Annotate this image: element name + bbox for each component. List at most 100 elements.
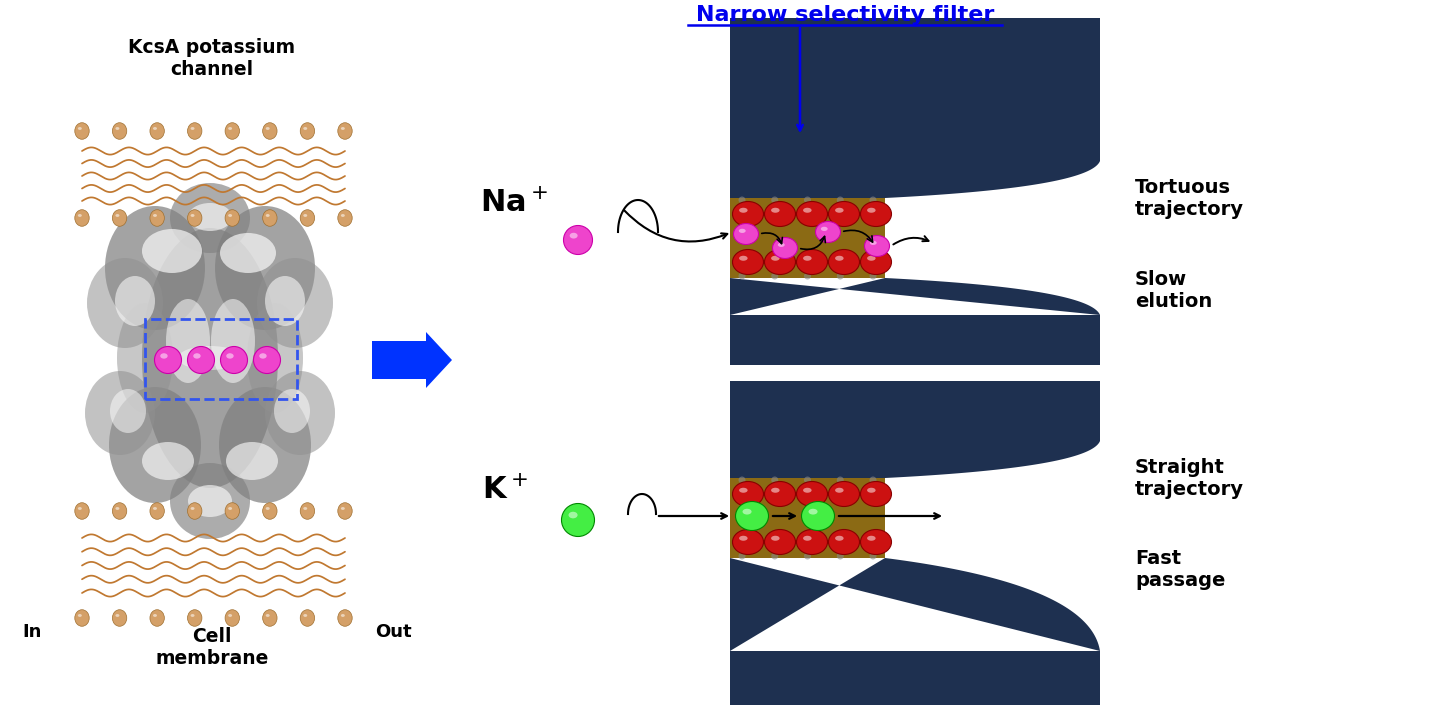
Ellipse shape bbox=[770, 256, 779, 261]
Ellipse shape bbox=[733, 223, 759, 244]
Ellipse shape bbox=[225, 210, 239, 226]
Ellipse shape bbox=[765, 482, 795, 507]
Ellipse shape bbox=[867, 256, 876, 261]
Text: KcsA potassium
channel: KcsA potassium channel bbox=[128, 38, 295, 79]
Ellipse shape bbox=[828, 482, 860, 507]
Ellipse shape bbox=[259, 354, 266, 359]
Ellipse shape bbox=[304, 127, 307, 130]
Ellipse shape bbox=[219, 387, 311, 503]
Ellipse shape bbox=[189, 203, 232, 231]
Ellipse shape bbox=[739, 552, 746, 560]
Text: Out: Out bbox=[374, 623, 412, 641]
Ellipse shape bbox=[870, 476, 877, 484]
Ellipse shape bbox=[75, 123, 89, 140]
Ellipse shape bbox=[193, 354, 200, 359]
Ellipse shape bbox=[739, 273, 746, 280]
Ellipse shape bbox=[828, 202, 860, 226]
Ellipse shape bbox=[228, 127, 232, 130]
Ellipse shape bbox=[835, 488, 844, 493]
Text: Slow
elution: Slow elution bbox=[1135, 270, 1212, 310]
Ellipse shape bbox=[115, 507, 120, 510]
Ellipse shape bbox=[143, 442, 194, 480]
Ellipse shape bbox=[153, 507, 157, 510]
Ellipse shape bbox=[867, 488, 876, 493]
Text: In: In bbox=[22, 623, 42, 641]
Ellipse shape bbox=[166, 299, 210, 383]
Ellipse shape bbox=[870, 273, 877, 280]
Ellipse shape bbox=[815, 221, 841, 242]
Ellipse shape bbox=[837, 476, 844, 484]
Ellipse shape bbox=[861, 202, 891, 226]
Ellipse shape bbox=[170, 183, 251, 253]
Ellipse shape bbox=[562, 503, 595, 536]
Ellipse shape bbox=[304, 614, 307, 617]
Ellipse shape bbox=[770, 488, 779, 493]
Ellipse shape bbox=[105, 206, 204, 330]
Ellipse shape bbox=[808, 509, 818, 515]
Ellipse shape bbox=[109, 389, 145, 433]
Ellipse shape bbox=[86, 258, 163, 348]
Ellipse shape bbox=[804, 197, 811, 203]
Text: Tortuous
trajectory: Tortuous trajectory bbox=[1135, 178, 1244, 218]
Ellipse shape bbox=[802, 502, 835, 531]
Ellipse shape bbox=[266, 614, 269, 617]
Ellipse shape bbox=[115, 276, 156, 326]
Ellipse shape bbox=[300, 210, 314, 226]
Ellipse shape bbox=[772, 273, 778, 280]
Ellipse shape bbox=[570, 233, 577, 239]
Ellipse shape bbox=[265, 276, 305, 326]
Ellipse shape bbox=[225, 123, 239, 140]
Ellipse shape bbox=[266, 214, 269, 217]
Ellipse shape bbox=[109, 387, 202, 503]
Ellipse shape bbox=[341, 507, 344, 510]
Ellipse shape bbox=[262, 123, 276, 140]
Polygon shape bbox=[730, 315, 1100, 365]
Ellipse shape bbox=[733, 202, 763, 226]
Ellipse shape bbox=[828, 529, 860, 555]
FancyArrow shape bbox=[372, 332, 452, 388]
Ellipse shape bbox=[300, 502, 314, 519]
Ellipse shape bbox=[341, 214, 344, 217]
Ellipse shape bbox=[341, 614, 344, 617]
Ellipse shape bbox=[835, 536, 844, 541]
Ellipse shape bbox=[770, 536, 779, 541]
Ellipse shape bbox=[772, 552, 778, 560]
Ellipse shape bbox=[75, 502, 89, 519]
Ellipse shape bbox=[190, 214, 194, 217]
Polygon shape bbox=[730, 381, 1100, 441]
Ellipse shape bbox=[796, 202, 828, 226]
Ellipse shape bbox=[187, 210, 202, 226]
Ellipse shape bbox=[115, 127, 120, 130]
Ellipse shape bbox=[804, 273, 811, 280]
Ellipse shape bbox=[765, 202, 795, 226]
Ellipse shape bbox=[563, 226, 592, 254]
Ellipse shape bbox=[338, 609, 353, 626]
Ellipse shape bbox=[821, 227, 828, 231]
Polygon shape bbox=[730, 161, 1100, 198]
Polygon shape bbox=[730, 441, 1100, 478]
Ellipse shape bbox=[765, 249, 795, 275]
Ellipse shape bbox=[796, 529, 828, 555]
Ellipse shape bbox=[772, 237, 798, 259]
Ellipse shape bbox=[266, 127, 269, 130]
Polygon shape bbox=[730, 651, 1100, 705]
Text: Cell
membrane: Cell membrane bbox=[156, 627, 269, 668]
Ellipse shape bbox=[150, 502, 164, 519]
Ellipse shape bbox=[569, 512, 577, 518]
Polygon shape bbox=[730, 278, 1100, 315]
Ellipse shape bbox=[179, 346, 242, 370]
Polygon shape bbox=[730, 18, 1100, 161]
Ellipse shape bbox=[338, 123, 353, 140]
Ellipse shape bbox=[837, 552, 844, 560]
Ellipse shape bbox=[228, 507, 232, 510]
Ellipse shape bbox=[804, 488, 812, 493]
Ellipse shape bbox=[733, 529, 763, 555]
Ellipse shape bbox=[112, 609, 127, 626]
Ellipse shape bbox=[154, 346, 181, 374]
Ellipse shape bbox=[112, 502, 127, 519]
Ellipse shape bbox=[220, 233, 276, 273]
Ellipse shape bbox=[226, 354, 233, 359]
Ellipse shape bbox=[212, 299, 255, 383]
Ellipse shape bbox=[739, 488, 747, 493]
Polygon shape bbox=[730, 198, 886, 278]
